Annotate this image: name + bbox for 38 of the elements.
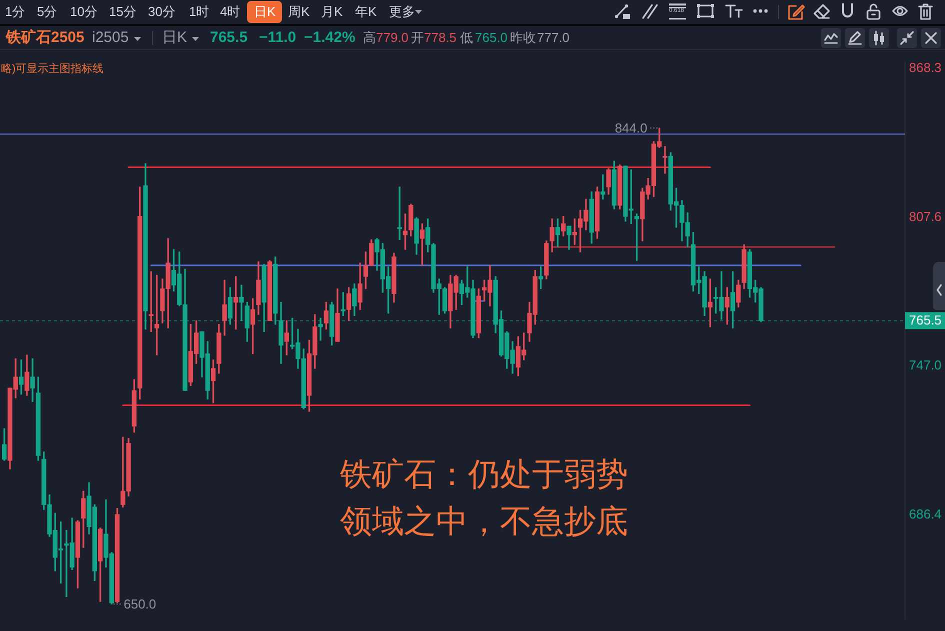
candlestick <box>239 284 244 321</box>
text: 日K <box>162 29 188 47</box>
candlestick <box>662 146 668 174</box>
y-tick-label: 868.3 <box>909 60 942 75</box>
text: i2505 <box>92 29 129 47</box>
text: −11.0 <box>259 29 296 47</box>
y-tick-label: 686.4 <box>909 506 942 522</box>
annotation: 铁矿石：仍处于弱势领域之中，不急抄底 <box>340 454 629 540</box>
text: 低 <box>460 30 473 46</box>
y-tick-label: 807.6 <box>909 208 942 224</box>
candlestick <box>318 318 323 341</box>
text: 周K <box>288 4 310 20</box>
text: 年K <box>355 4 377 20</box>
text: 4时 <box>220 4 240 20</box>
text: 开 <box>411 30 424 46</box>
text: 1时 <box>189 4 210 20</box>
annotation: 650.0 <box>124 596 156 612</box>
text: 765.0 <box>475 30 508 46</box>
text: 765.5 <box>210 29 248 47</box>
text: 10分 <box>70 4 98 20</box>
text: 5分 <box>37 4 58 20</box>
text: 1分 <box>5 4 26 20</box>
text: −1.42% <box>304 29 356 47</box>
text: 777.0 <box>537 30 570 46</box>
ref-line-label: 765.5 <box>909 312 942 328</box>
text: 日K <box>254 4 276 20</box>
text: 高 <box>363 30 376 46</box>
text: 更多 <box>389 4 415 20</box>
text: 15分 <box>109 4 136 20</box>
chart-title: 铁矿石2505 <box>6 29 84 47</box>
text: 昨收 <box>510 30 536 46</box>
y-tick-label: 747.0 <box>909 358 942 373</box>
text: 月K <box>321 4 343 20</box>
annotation: 844.0 <box>614 120 648 136</box>
text: 779.0 <box>376 30 409 46</box>
text: 778.5 <box>424 30 457 46</box>
text: 30分 <box>148 4 176 20</box>
annotation: 略)可显示主图指标线 <box>1 63 104 77</box>
